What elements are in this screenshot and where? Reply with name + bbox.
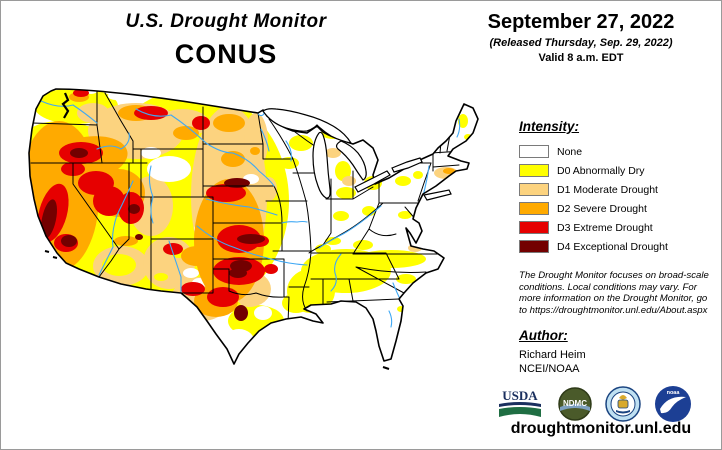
drought-fill-layer bbox=[29, 89, 478, 364]
legend-swatch bbox=[519, 202, 549, 215]
author-org: NCEI/NOAA bbox=[519, 363, 580, 375]
author-name: Richard Heim bbox=[519, 349, 586, 361]
legend-swatch bbox=[519, 183, 549, 196]
legend-row: D1 Moderate Drought bbox=[519, 180, 719, 199]
legend-label: D2 Severe Drought bbox=[557, 202, 647, 215]
released-date: (Released Thursday, Sep. 29, 2022) bbox=[489, 37, 673, 49]
legend-rows: None D0 Abnormally Dry D1 Moderate Droug… bbox=[519, 142, 719, 256]
footer-url: droughtmonitor.unl.edu bbox=[510, 420, 692, 437]
legend-row: None bbox=[519, 142, 719, 161]
lake-huron bbox=[335, 140, 367, 181]
legend-swatch bbox=[519, 164, 549, 177]
valid-time: Valid 8 a.m. EDT bbox=[538, 52, 624, 64]
lake-erie bbox=[354, 170, 391, 193]
legend-row: D2 Severe Drought bbox=[519, 199, 719, 218]
lake-superior bbox=[262, 108, 353, 144]
disclaimer-text: The Drought Monitor focuses on broad-sca… bbox=[519, 270, 709, 316]
long-island bbox=[423, 189, 452, 201]
intensity-legend: Intensity: None D0 Abnormally Dry D1 Mod… bbox=[519, 119, 719, 256]
page-title: U.S. Drought Monitor bbox=[125, 11, 327, 32]
great-lakes bbox=[262, 108, 423, 199]
legend-row: D4 Exceptional Drought bbox=[519, 237, 719, 256]
svg-text:noaa: noaa bbox=[667, 390, 681, 396]
legend-row: D0 Abnormally Dry bbox=[519, 161, 719, 180]
ndmc-logo: NDMC bbox=[558, 387, 592, 421]
lake-ontario bbox=[391, 157, 423, 173]
state-borders bbox=[30, 90, 464, 324]
legend-label: D3 Extreme Drought bbox=[557, 221, 653, 234]
noaa-logo: noaa bbox=[655, 386, 691, 422]
map-date: September 27, 2022 bbox=[487, 11, 675, 33]
channel-islands bbox=[44, 250, 58, 259]
legend-row: D3 Extreme Drought bbox=[519, 218, 719, 237]
agency-logos: USDA NDMC noaa bbox=[495, 386, 715, 422]
rivers bbox=[40, 100, 461, 328]
legend-label: D1 Moderate Drought bbox=[557, 183, 658, 196]
usda-logo: USDA bbox=[499, 388, 541, 417]
svg-text:NDMC: NDMC bbox=[563, 399, 587, 408]
florida-keys bbox=[382, 366, 390, 370]
legend-label: D0 Abnormally Dry bbox=[557, 164, 645, 177]
legend-label: D4 Exceptional Drought bbox=[557, 240, 668, 253]
commerce-logo bbox=[605, 386, 641, 422]
svg-text:USDA: USDA bbox=[502, 388, 538, 403]
author-heading: Author: bbox=[519, 328, 568, 343]
puget-sound bbox=[61, 92, 70, 119]
legend-swatch bbox=[519, 240, 549, 253]
legend-swatch bbox=[519, 145, 549, 158]
region-title: CONUS bbox=[174, 39, 278, 69]
date-block: September 27, 2022 (Released Thursday, S… bbox=[456, 11, 706, 64]
title-block: U.S. Drought Monitor CONUS bbox=[41, 11, 411, 70]
legend-label: None bbox=[557, 145, 583, 158]
legend-swatch bbox=[519, 221, 549, 234]
legend-heading: Intensity: bbox=[519, 119, 580, 134]
lake-michigan bbox=[312, 131, 331, 199]
conus-outline bbox=[28, 88, 479, 365]
